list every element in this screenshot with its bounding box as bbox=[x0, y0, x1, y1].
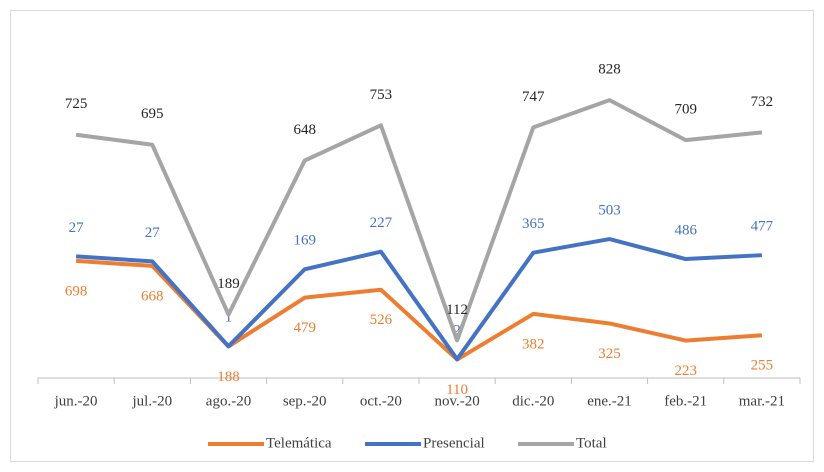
x-tick-label: sep.-20 bbox=[283, 393, 327, 409]
data-label: 169 bbox=[293, 233, 316, 249]
series-line bbox=[75, 237, 763, 362]
data-label: 2 bbox=[453, 323, 461, 339]
data-label: 698 bbox=[65, 283, 88, 299]
data-label: 1 bbox=[225, 310, 233, 326]
data-label: 227 bbox=[370, 215, 393, 231]
x-tick-label: jun.-20 bbox=[54, 393, 98, 409]
legend-label: Presencial bbox=[423, 435, 485, 451]
data-label: 112 bbox=[446, 302, 468, 318]
data-label: 648 bbox=[293, 122, 316, 138]
data-label: 255 bbox=[751, 358, 774, 374]
data-label: 382 bbox=[522, 336, 545, 352]
data-label: 725 bbox=[65, 96, 88, 112]
x-tick-label: dic.-20 bbox=[512, 393, 554, 409]
x-tick-label: nov.-20 bbox=[434, 393, 479, 409]
x-tick-label: ene.-21 bbox=[587, 393, 632, 409]
data-label: 479 bbox=[293, 320, 316, 336]
data-label: 325 bbox=[598, 346, 621, 362]
data-label: 27 bbox=[69, 220, 85, 236]
data-label: 188 bbox=[217, 369, 240, 385]
data-label: 695 bbox=[141, 106, 164, 122]
data-label: 27 bbox=[145, 225, 161, 241]
data-label: 223 bbox=[674, 363, 697, 379]
x-tick-label: mar.-21 bbox=[739, 393, 785, 409]
data-label: 477 bbox=[751, 219, 774, 235]
legend-label: Telemática bbox=[266, 435, 332, 451]
data-label: 110 bbox=[446, 382, 468, 398]
data-label: 668 bbox=[141, 288, 164, 304]
series-line bbox=[75, 98, 763, 343]
legend-label: Total bbox=[576, 435, 607, 451]
x-tick-label: ago.-20 bbox=[206, 393, 251, 409]
chart-frame bbox=[10, 10, 814, 462]
data-label: 189 bbox=[217, 276, 240, 292]
x-tick-label: oct.-20 bbox=[360, 393, 402, 409]
data-label: 828 bbox=[598, 62, 621, 78]
data-label: 753 bbox=[370, 87, 393, 103]
data-label: 365 bbox=[522, 216, 545, 232]
data-label: 486 bbox=[674, 222, 697, 238]
x-tick-label: jul.-20 bbox=[132, 393, 173, 409]
x-tick-label: feb.-21 bbox=[664, 393, 707, 409]
data-label: 709 bbox=[674, 102, 697, 118]
data-label: 732 bbox=[751, 94, 774, 110]
data-label: 747 bbox=[522, 89, 545, 105]
data-label: 526 bbox=[370, 312, 393, 328]
data-label: 503 bbox=[598, 203, 621, 219]
